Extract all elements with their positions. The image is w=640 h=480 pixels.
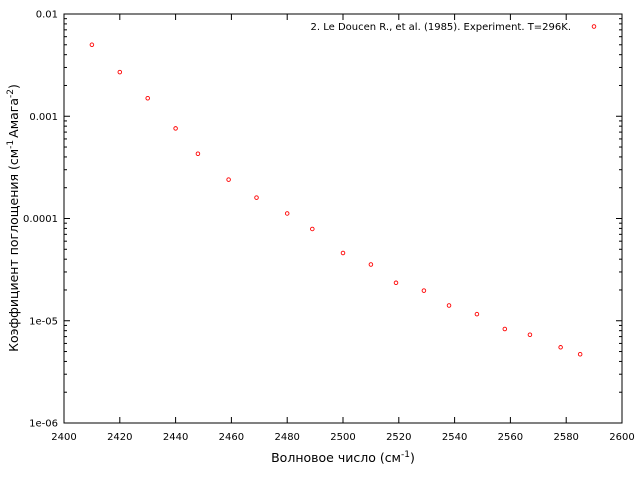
data-point [89,42,95,48]
x-tick-label: 2540 [442,432,467,443]
data-point [226,177,231,182]
x-tick-label: 2440 [163,432,188,443]
data-point [310,226,315,232]
y-axis-ticks: 1e-06 1e-05 0.0001 0.001 0.01 [23,10,622,430]
x-tick-label: 2520 [386,432,411,443]
data-point [527,332,533,337]
y-tick-label: 0.01 [36,10,58,21]
data-point [421,288,427,293]
data-point [577,352,583,357]
y-tick-label: 0.0001 [23,214,58,225]
legend-marker [591,24,597,29]
data-point [474,311,480,317]
data-point [195,151,201,156]
data-point [393,280,399,286]
x-tick-label: 2600 [609,432,634,443]
data-point [117,69,123,75]
data-point [502,326,508,332]
data-point [145,95,150,101]
data-point [284,211,290,216]
x-axis-ticks: 2400 2420 2440 2460 2480 2500 2520 2540 2560 2580… [51,14,635,443]
y-tick-label: 1e-05 [29,316,58,327]
x-tick-label: 2420 [107,432,132,443]
x-tick-label: 2580 [553,432,578,443]
data-point [446,303,452,308]
x-tick-label: 2560 [498,432,523,443]
series-points [89,42,583,357]
x-tick-label: 2460 [219,432,244,443]
data-point [254,195,259,200]
y-tick-label: 0.001 [29,112,58,123]
x-tick-label: 2500 [330,432,355,443]
y-axis-label: Коэффициент поглощения (см-1Амага-2) [6,84,21,352]
data-point [558,345,563,350]
legend-label: 2. Le Doucen R., et al. (1985). Experime… [311,22,571,33]
data-point [173,126,178,131]
x-axis-label: Волновое число (см-1) [271,450,415,465]
data-point [368,262,374,267]
data-point [340,250,346,256]
plot-frame [63,13,623,424]
y-tick-label: 1e-06 [29,419,58,430]
x-tick-label: 2480 [274,432,299,443]
x-tick-label: 2400 [51,432,76,443]
